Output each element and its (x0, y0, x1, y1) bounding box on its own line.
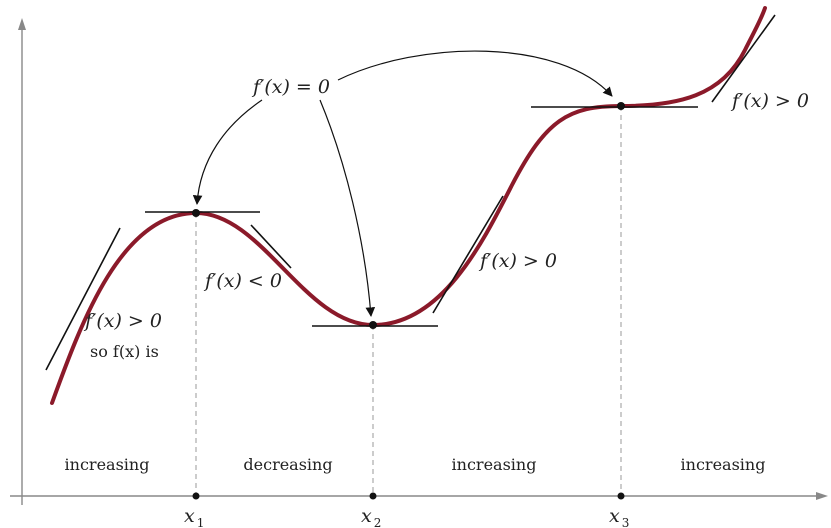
tick-dot-x3 (617, 492, 625, 500)
middle-positive-label: f′(x) > 0 (478, 250, 557, 272)
right-positive-label: f′(x) > 0 (730, 90, 809, 112)
tick-sub: 2 (374, 516, 382, 528)
inflection-point (617, 102, 625, 110)
tick-base: x (361, 505, 372, 527)
tangent-left (45, 227, 121, 371)
tick-base: x (184, 505, 195, 527)
tangent-right (711, 14, 776, 103)
arrow-to-max (192, 99, 263, 205)
x-axis-arrow (816, 492, 828, 500)
min-point (369, 321, 377, 329)
negative-label: f′(x) < 0 (203, 270, 282, 292)
region-label: increasing (681, 455, 766, 474)
tangent-increasing (432, 195, 504, 314)
tick-dot-x2 (369, 492, 377, 500)
critical-label: f′(x) = 0 (251, 76, 330, 98)
tick-base: x (609, 505, 620, 527)
max-point (192, 209, 200, 217)
tick-sub: 1 (197, 516, 205, 528)
region-label: increasing (65, 455, 150, 474)
y-axis-arrow (18, 18, 26, 30)
left-positive-label: f′(x) > 0 (83, 310, 162, 332)
arrow-to-inflection (337, 50, 613, 97)
tick-dot-x1 (192, 492, 200, 500)
tick-sub: 3 (622, 516, 630, 528)
arrow-to-min (319, 99, 376, 317)
region-label: increasing (452, 455, 537, 474)
tangent-decreasing (250, 224, 292, 269)
left-note-label: so f(x) is (90, 342, 159, 361)
function-curve (50, 6, 767, 405)
region-label: decreasing (243, 455, 332, 474)
